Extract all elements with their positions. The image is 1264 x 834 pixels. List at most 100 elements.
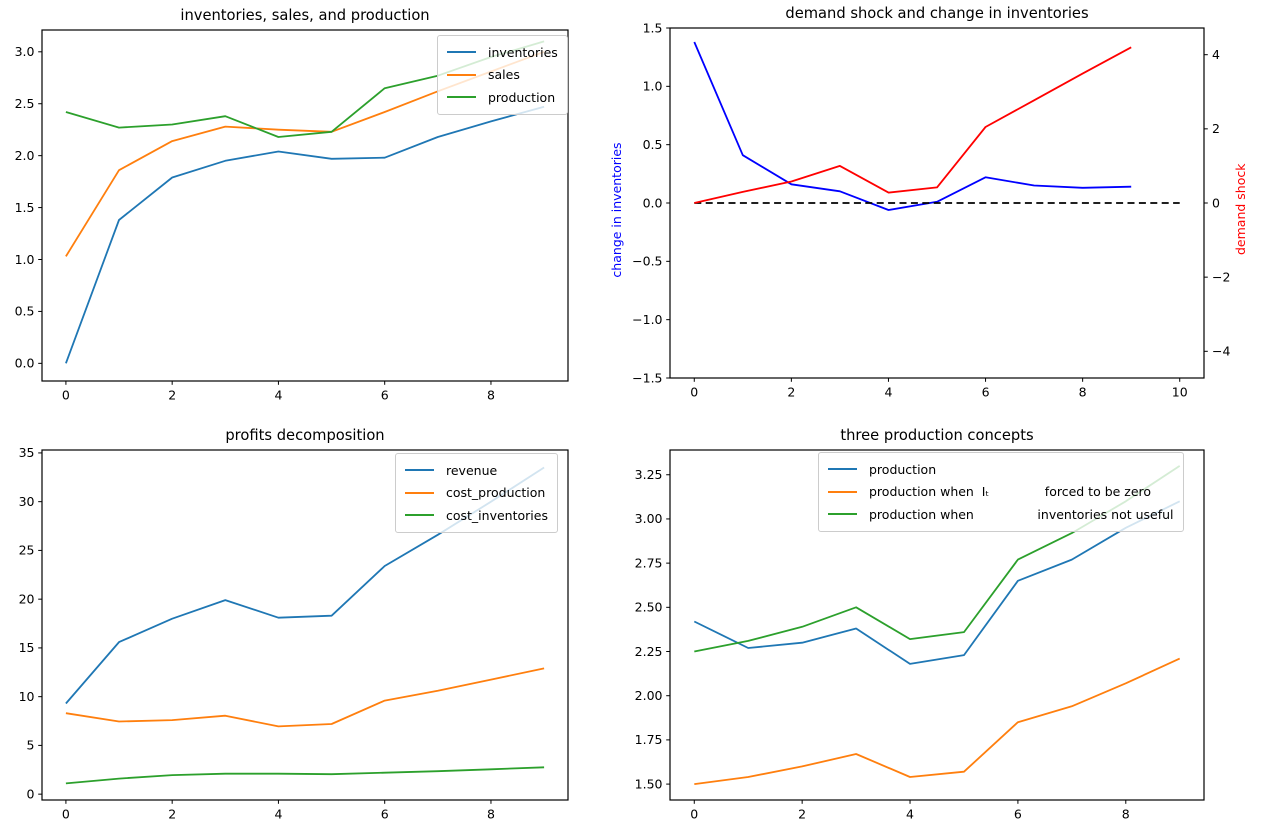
legend-entry: production when inventories not useful — [828, 503, 1174, 526]
svg-text:20: 20 — [19, 591, 35, 606]
line-cost_production — [65, 667, 545, 728]
legend-label: sales — [488, 67, 520, 83]
line-inventories — [65, 105, 545, 364]
svg-text:8: 8 — [1122, 807, 1130, 822]
x-axis-2: 0 2 4 6 8 — [62, 800, 495, 822]
svg-text:1.0: 1.0 — [15, 252, 35, 267]
subplot-2: 0 2 4 6 8 0 5 10 15 20 25 30 35 — [19, 445, 569, 822]
subplot-0: 0 2 4 6 8 0.0 0.5 1.0 1.5 2.0 2.5 3.0 — [15, 29, 569, 403]
svg-text:15: 15 — [19, 640, 35, 655]
legend-line-swatch — [405, 514, 434, 517]
chart-title-demand-shock: demand shock and change in inventories — [785, 5, 1089, 22]
legend-entry: inventories — [447, 41, 558, 64]
svg-text:2: 2 — [168, 807, 176, 822]
legend-line-swatch — [447, 51, 476, 54]
svg-text:4: 4 — [884, 385, 892, 400]
svg-text:−2: −2 — [1212, 269, 1230, 284]
line-cost_inventories — [65, 766, 545, 785]
svg-text:0: 0 — [690, 807, 698, 822]
chart-title-three-production-concepts: three production concepts — [840, 427, 1034, 444]
legend-entry: sales — [447, 64, 558, 87]
y2-axis-1: 4 2 0 −2 −4 — [1204, 47, 1230, 359]
svg-text:6: 6 — [381, 388, 389, 403]
svg-text:3.25: 3.25 — [635, 467, 663, 482]
svg-text:0: 0 — [62, 388, 70, 403]
y-axis-label-demand-shock: demand shock — [1233, 163, 1248, 256]
svg-text:35: 35 — [19, 445, 35, 460]
legend-inventories-sales-production: inventories sales production — [437, 35, 568, 115]
svg-text:2.00: 2.00 — [635, 688, 663, 703]
line-production — [693, 500, 1181, 665]
svg-text:4: 4 — [274, 388, 282, 403]
svg-text:1.50: 1.50 — [635, 776, 663, 791]
legend-label: inventories — [488, 44, 558, 60]
subplot-3: 0 2 4 6 8 1.50 1.75 2.00 2.25 2.50 2.75 3.00 3.25 — [635, 449, 1205, 822]
line-production-when-It-forced-to-be-zero — [694, 657, 1181, 785]
legend-profits-decomposition: revenue cost_production cost_inventories — [395, 453, 558, 533]
y-axis-3: 1.50 1.75 2.00 2.25 2.50 2.75 3.00 3.25 — [635, 467, 670, 791]
svg-text:−0.5: −0.5 — [632, 254, 662, 269]
svg-text:0.5: 0.5 — [15, 304, 35, 319]
legend-line-swatch — [405, 491, 434, 494]
legend-label: production — [488, 89, 556, 105]
legend-line-swatch — [447, 73, 476, 76]
svg-text:2.0: 2.0 — [15, 148, 35, 163]
legend-line-swatch — [405, 469, 434, 472]
svg-text:0: 0 — [27, 786, 35, 801]
line-change-in-inventories — [693, 41, 1132, 211]
svg-text:2.25: 2.25 — [635, 644, 663, 659]
svg-text:2: 2 — [168, 388, 176, 403]
legend-entry: production when Iₜ forced to be zero — [828, 481, 1174, 504]
legend-line-swatch — [447, 96, 476, 99]
svg-text:6: 6 — [982, 385, 990, 400]
axes-frame-0 — [41, 29, 569, 382]
svg-text:25: 25 — [19, 543, 35, 558]
legend-three-production-concepts: production production when Iₜ forced to b… — [818, 452, 1184, 532]
svg-text:3.00: 3.00 — [635, 511, 663, 526]
svg-text:10: 10 — [1172, 385, 1188, 400]
svg-text:4: 4 — [1212, 47, 1220, 62]
legend-label: cost_production — [446, 485, 546, 501]
legend-label: production when Iₜ forced to be zero — [869, 484, 1152, 500]
svg-text:3.0: 3.0 — [15, 44, 35, 59]
svg-text:0: 0 — [62, 807, 70, 822]
axes-frame-1 — [669, 27, 1205, 379]
legend-entry: revenue — [405, 459, 548, 482]
svg-text:8: 8 — [487, 388, 495, 403]
x-axis-0: 0 2 4 6 8 — [62, 381, 495, 403]
svg-text:8: 8 — [487, 807, 495, 822]
svg-text:2.50: 2.50 — [635, 600, 663, 615]
svg-text:0: 0 — [1212, 195, 1220, 210]
legend-entry: production — [447, 86, 558, 109]
x-axis-1: 0 2 4 6 8 10 — [690, 378, 1188, 400]
svg-text:8: 8 — [1079, 385, 1087, 400]
svg-text:−1.5: −1.5 — [632, 370, 662, 385]
y-axis-1: 1.5 1.0 0.5 0.0 −0.5 −1.0 −1.5 — [632, 20, 670, 385]
legend-label: cost_inventories — [446, 507, 548, 523]
svg-text:0.0: 0.0 — [15, 356, 35, 371]
chart-title-profits-decomposition: profits decomposition — [225, 427, 385, 444]
axes-frame-3 — [669, 449, 1205, 801]
legend-label: production — [869, 461, 937, 477]
svg-text:1.75: 1.75 — [635, 732, 663, 747]
axes-frame-2 — [41, 449, 569, 801]
subplot-1: 0 2 4 6 8 10 1.5 1.0 0.5 0.0 −0.5 −1.0 −1.5 4 2 0 −2 −4 — [632, 20, 1230, 399]
svg-text:0: 0 — [690, 385, 698, 400]
svg-text:5: 5 — [27, 738, 35, 753]
legend-line-swatch — [828, 468, 857, 471]
legend-line-swatch — [828, 513, 857, 516]
svg-text:−1.0: −1.0 — [632, 312, 662, 327]
svg-text:2.75: 2.75 — [635, 555, 663, 570]
legend-entry: cost_production — [405, 482, 548, 505]
svg-text:4: 4 — [906, 807, 914, 822]
svg-text:−4: −4 — [1212, 344, 1230, 359]
legend-line-swatch — [828, 490, 857, 493]
svg-text:2: 2 — [798, 807, 806, 822]
svg-text:0.5: 0.5 — [643, 137, 663, 152]
legend-entry: production — [828, 458, 1174, 481]
y-axis-label-change-in-inventories: change in inventories — [609, 142, 624, 278]
svg-text:1.5: 1.5 — [643, 20, 663, 35]
y-axis-2: 0 5 10 15 20 25 30 35 — [19, 445, 42, 801]
